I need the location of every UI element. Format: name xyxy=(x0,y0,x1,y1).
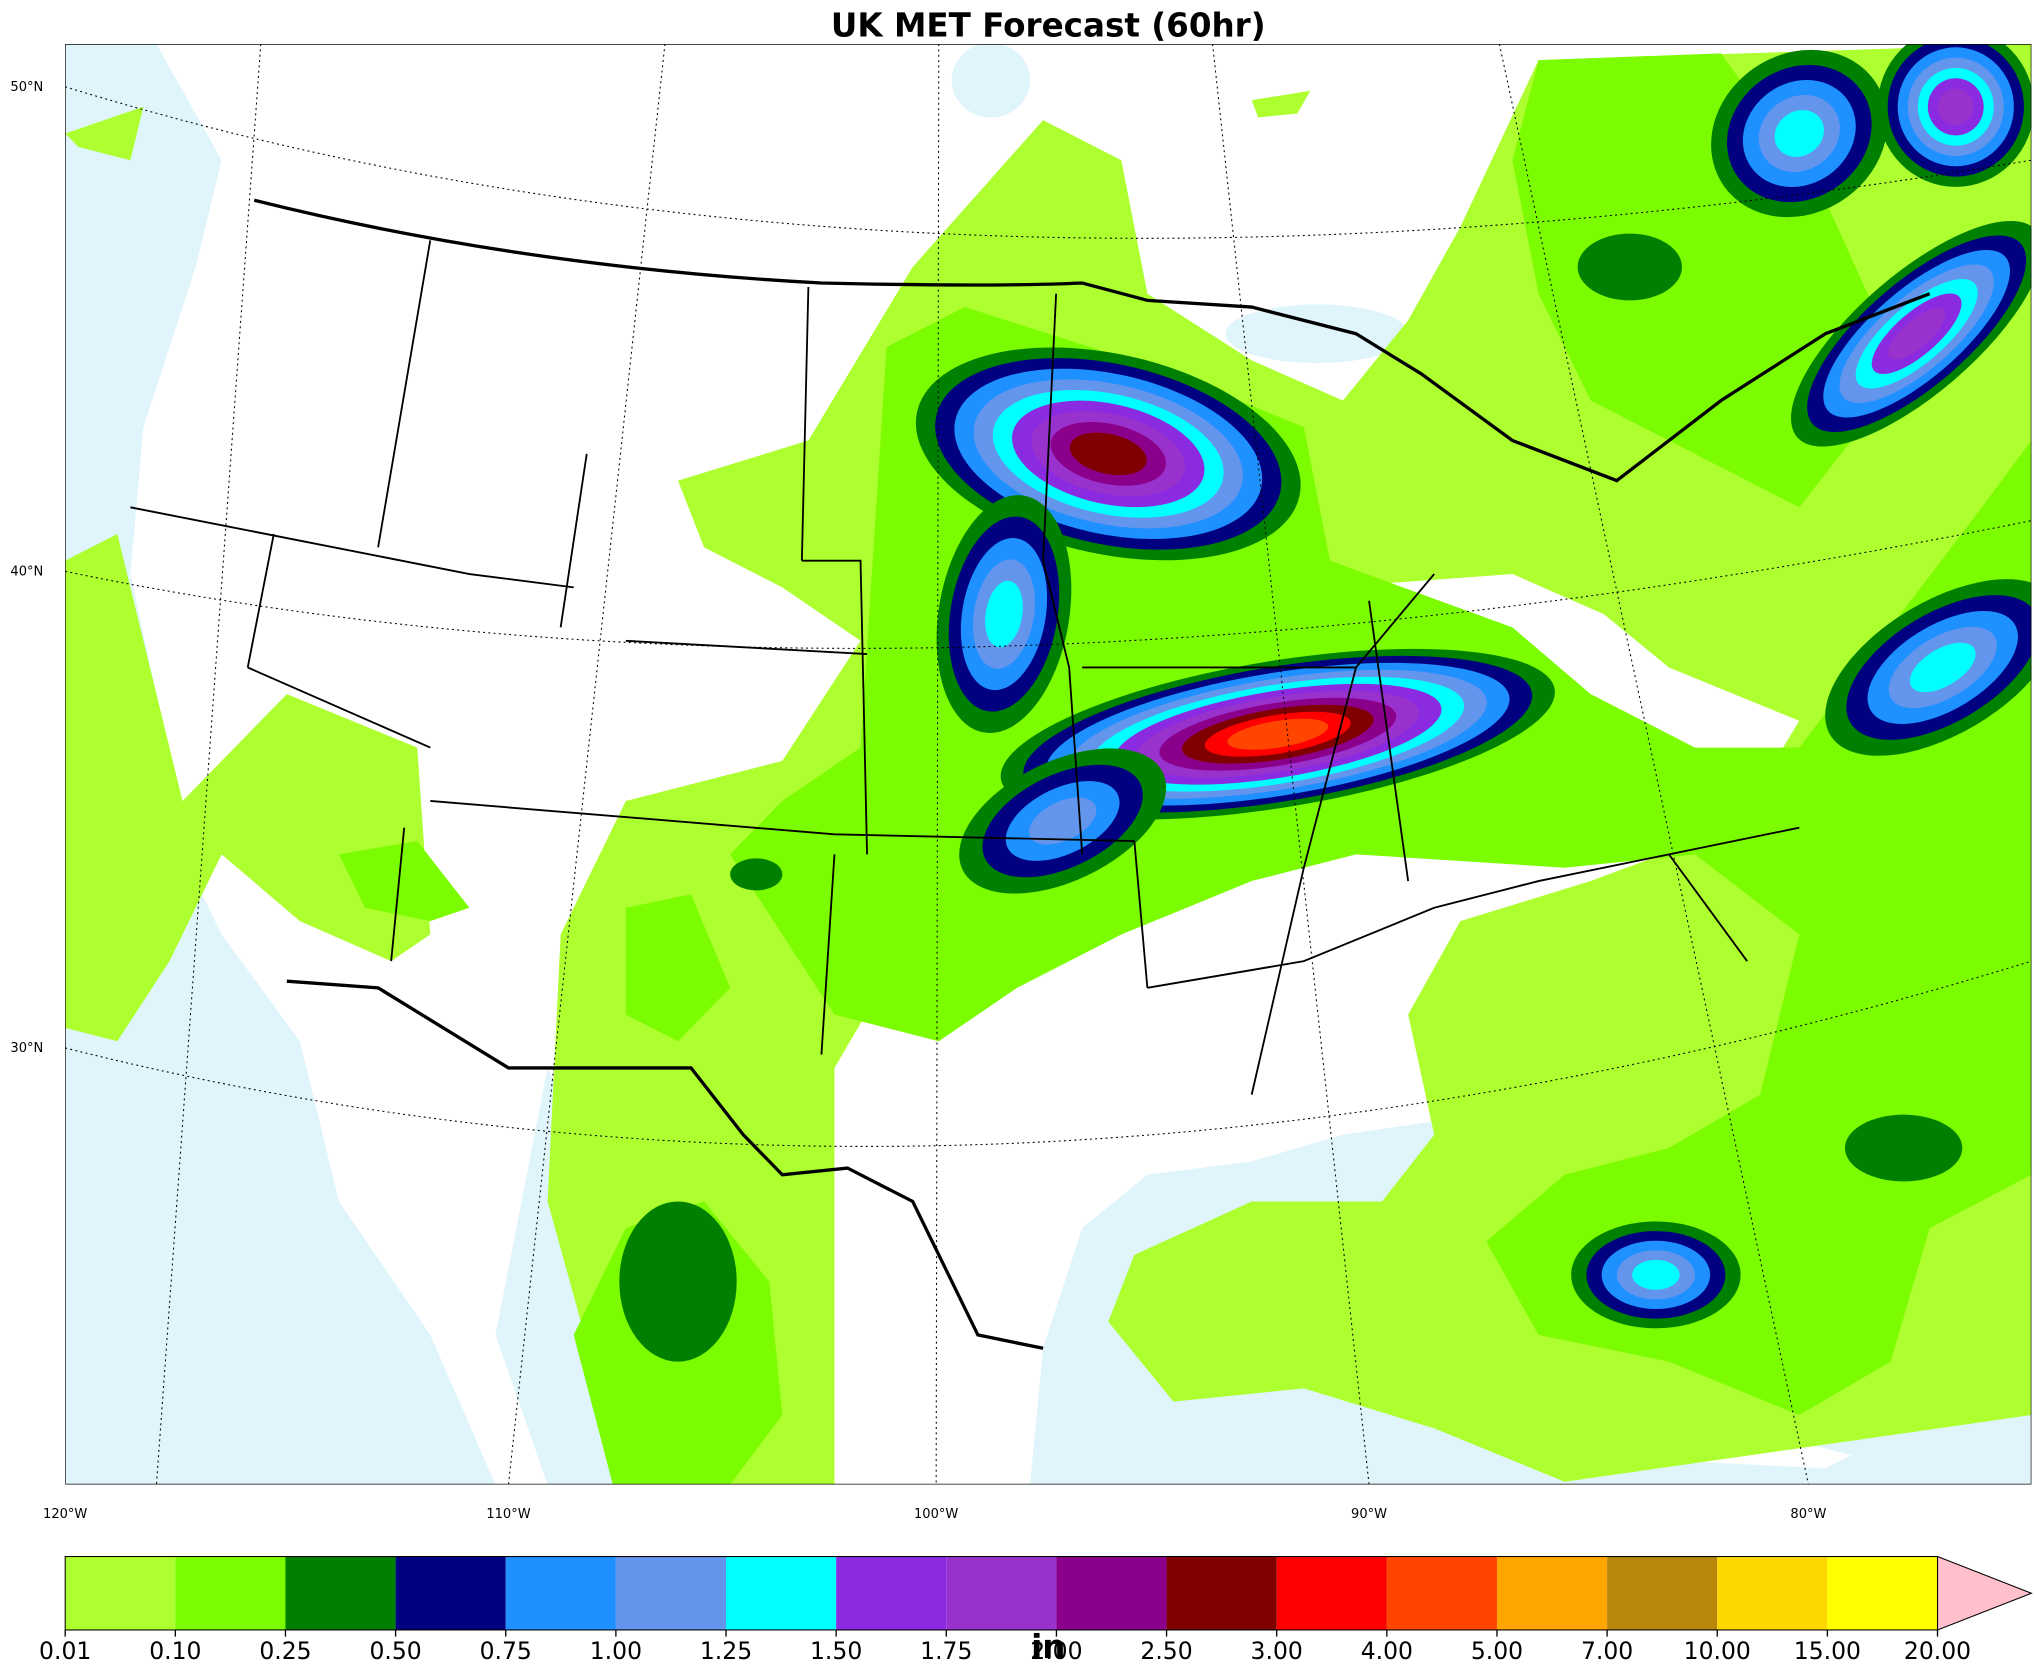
precip-contour xyxy=(1774,110,1825,157)
colorbar-label: 5.00 xyxy=(1471,1637,1523,1665)
colorbar-label: 7.00 xyxy=(1581,1637,1633,1665)
lat-label: 30°N xyxy=(10,1041,43,1056)
colorbar-label: 10.00 xyxy=(1684,1637,1751,1665)
colorbar-box xyxy=(615,1556,727,1630)
colorbar-box xyxy=(726,1556,837,1630)
colorbar-label: 3.00 xyxy=(1251,1637,1303,1665)
colorbar-label: 1.00 xyxy=(590,1637,642,1665)
colorbar-label: 1.25 xyxy=(700,1637,752,1665)
colorbar-extend xyxy=(1936,1555,2033,1631)
colorbar-label: 1.50 xyxy=(810,1637,862,1665)
lon-label: 110°W xyxy=(486,1507,530,1522)
lon-label: 120°W xyxy=(43,1507,87,1522)
colorbar-label: 1.75 xyxy=(920,1637,972,1665)
map-title: UK MET Forecast (60hr) xyxy=(831,5,1266,44)
colorbar-box xyxy=(1056,1556,1167,1630)
precip-area xyxy=(625,894,731,1042)
colorbar-box xyxy=(1717,1556,1828,1630)
colorbar-frame xyxy=(64,1556,1939,1631)
precip-contour xyxy=(1844,1114,1963,1182)
precip-contour xyxy=(730,858,783,891)
colorbar-box xyxy=(1607,1556,1718,1630)
colorbar-box xyxy=(505,1556,616,1630)
colorbar-label: 0.25 xyxy=(259,1637,311,1665)
colorbar-label: 2.50 xyxy=(1140,1637,1192,1665)
colorbar-label: 15.00 xyxy=(1794,1637,1861,1665)
lon-label: 90°W xyxy=(1351,1507,1387,1522)
colorbar-box xyxy=(1386,1556,1497,1630)
colorbar-box xyxy=(395,1556,506,1630)
colorbar-box xyxy=(836,1556,947,1630)
colorbar-box xyxy=(1827,1556,1938,1630)
precip-area xyxy=(65,533,431,1042)
precip-contour xyxy=(1069,432,1147,476)
colorbar-box xyxy=(1276,1556,1387,1630)
precip-area xyxy=(1251,90,1311,118)
precipitation xyxy=(65,44,2032,1485)
lat-label: 40°N xyxy=(10,564,43,579)
colorbar-label: 0.75 xyxy=(480,1637,532,1665)
precip-contour xyxy=(1577,233,1682,301)
precip-area xyxy=(339,841,470,922)
lake-superior xyxy=(1225,304,1409,364)
colorbar-box xyxy=(946,1556,1057,1630)
colorbar-label: 0.10 xyxy=(149,1637,201,1665)
colorbar-box xyxy=(175,1556,286,1630)
colorbar-box xyxy=(1496,1556,1608,1630)
colorbar-box xyxy=(65,1556,176,1630)
colorbar-label: 2.00 xyxy=(1030,1637,1082,1665)
lake-winnipeg xyxy=(951,44,1031,118)
borders xyxy=(130,198,1931,1350)
graticule xyxy=(65,44,2032,1485)
colorbar-label: 4.00 xyxy=(1361,1637,1413,1665)
lat-label: 50°N xyxy=(10,80,43,95)
colorbar-box xyxy=(285,1556,396,1630)
precip-contour xyxy=(1887,307,1946,360)
colorbar-label: 0.01 xyxy=(39,1637,91,1665)
precip-contour xyxy=(985,580,1023,648)
colorbar-label: 20.00 xyxy=(1904,1637,1971,1665)
precip-contour xyxy=(1937,88,1974,126)
precip-contour xyxy=(1632,1259,1680,1290)
map xyxy=(65,44,2032,1485)
precip-contour xyxy=(1227,718,1329,750)
precip-area xyxy=(65,106,144,161)
colorbar-unit: in xyxy=(1031,1627,1065,1666)
colorbar-label: 0.50 xyxy=(369,1637,421,1665)
colorbar-box xyxy=(1166,1556,1277,1630)
lon-label: 80°W xyxy=(1790,1507,1826,1522)
precip-contour xyxy=(619,1201,737,1362)
lon-label: 100°W xyxy=(914,1507,958,1522)
precip-contour xyxy=(1909,642,1976,693)
